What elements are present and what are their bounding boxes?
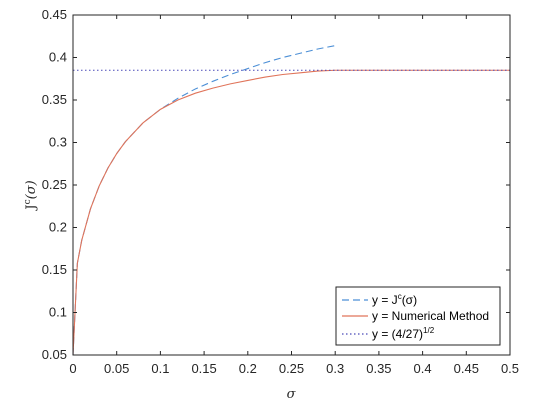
x-tick-label: 0.5 bbox=[501, 361, 519, 376]
y-tick-label: 0.45 bbox=[42, 7, 67, 22]
legend-entry-numerical: y = Numerical Method bbox=[372, 309, 489, 323]
legend-entry-jc: y = Jc(σ) bbox=[372, 292, 417, 307]
x-tick-label: 0.35 bbox=[366, 361, 391, 376]
y-tick-label: 0.35 bbox=[42, 92, 67, 107]
x-tick-label: 0.2 bbox=[239, 361, 257, 376]
series-line-y-jc bbox=[72, 45, 336, 356]
x-tick-label: 0 bbox=[69, 361, 76, 376]
y-tick-label: 0.1 bbox=[49, 305, 67, 320]
y-axis-ticks: 0.05 0.1 0.15 0.2 0.25 0.3 0.35 0.4 0.45 bbox=[42, 7, 510, 362]
x-tick-label: 0.05 bbox=[104, 361, 129, 376]
y-axis-label-sup: c bbox=[23, 199, 33, 204]
y-tick-label: 0.2 bbox=[49, 220, 67, 235]
x-axis-ticks: 0 0.05 0.1 0.15 0.2 0.25 0.3 0.35 0.4 0.45 0.5 bbox=[69, 15, 519, 376]
y-axis-label-main: J bbox=[24, 204, 39, 211]
y-tick-label: 0.05 bbox=[42, 347, 67, 362]
y-tick-label: 0.15 bbox=[42, 262, 67, 277]
legend-entry-constant: y = (4/27)1/2 bbox=[372, 326, 435, 341]
x-tick-label: 0.3 bbox=[326, 361, 344, 376]
y-tick-label: 0.25 bbox=[42, 177, 67, 192]
x-tick-label: 0.1 bbox=[151, 361, 169, 376]
x-tick-label: 0.25 bbox=[279, 361, 304, 376]
y-tick-label: 0.3 bbox=[49, 135, 67, 150]
x-tick-label: 0.4 bbox=[414, 361, 432, 376]
legend: y = Jc(σ) y = Numerical Method y = (4/27… bbox=[335, 286, 501, 346]
y-axis-label: Jc(σ) bbox=[23, 180, 39, 211]
y-axis-label-tail: (σ) bbox=[24, 180, 39, 199]
series-line-y-numerical-method bbox=[72, 69, 510, 356]
x-axis-label: σ bbox=[287, 387, 297, 402]
svg-text:Jc(σ): Jc(σ) bbox=[23, 180, 39, 211]
y-tick-label: 0.4 bbox=[49, 50, 67, 65]
x-tick-label: 0.15 bbox=[191, 361, 216, 376]
plot-lines bbox=[72, 45, 510, 356]
x-tick-label: 0.45 bbox=[454, 361, 479, 376]
